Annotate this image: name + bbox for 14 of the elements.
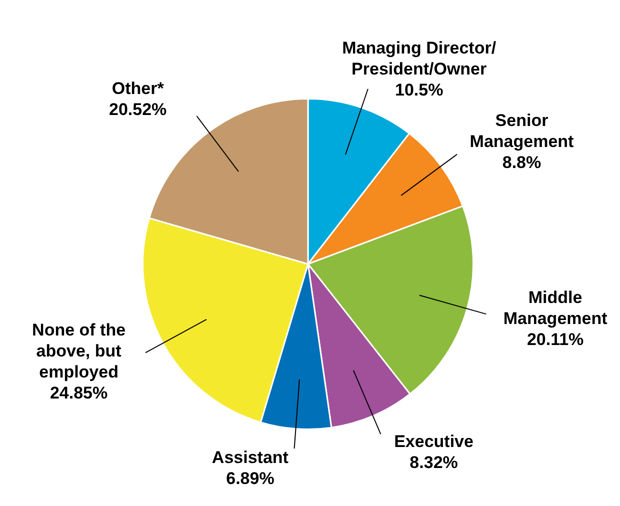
slice-label: Other* — [112, 79, 164, 98]
data-label: 8.32% — [410, 452, 458, 472]
slice-label: Executive — [394, 432, 474, 451]
slice-label: Senior Management — [470, 111, 574, 152]
data-label: 8.8% — [502, 153, 542, 172]
data-label: 6.89% — [226, 468, 274, 488]
slice-label: Managing Director/ President/Owner — [342, 38, 496, 79]
data-label: 10.5% — [394, 80, 444, 100]
data-label: 20.52% — [109, 100, 167, 120]
data-label: 24.85% — [50, 383, 108, 402]
slice-label: Assistant — [212, 448, 289, 467]
slice-label: Middle Management — [503, 288, 608, 328]
slice-label: None of the above, but employed — [32, 320, 126, 382]
data-label: 20.11% — [526, 330, 584, 350]
